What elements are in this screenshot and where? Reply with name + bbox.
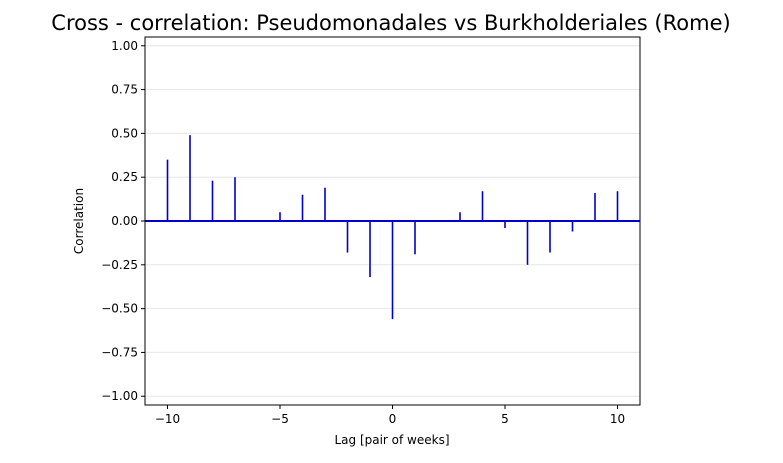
y-axis-label: Correlation	[72, 188, 86, 254]
chart-title: Cross - correlation: Pseudomonadales vs …	[51, 11, 730, 35]
y-tick-label: −0.25	[101, 258, 138, 272]
x-tick-label: −5	[271, 412, 289, 426]
x-axis-label: Lag [pair of weeks]	[334, 433, 449, 447]
y-tick-label: −0.75	[101, 345, 138, 359]
y-tick-label: −1.00	[101, 389, 138, 403]
x-axis: −10 −5 0 5 10	[155, 405, 625, 426]
y-tick-label: 0.25	[111, 170, 138, 184]
y-axis: −1.00 −0.75 −0.50 −0.25 0.00 0.25 0.50 0.75 1.00	[101, 39, 145, 403]
stems	[166, 135, 619, 320]
y-tick-label: −0.50	[101, 302, 138, 316]
x-tick-label: 0	[389, 412, 397, 426]
y-tick-label: 0.75	[111, 83, 138, 97]
y-tick-label: 0.50	[111, 126, 138, 140]
x-tick-label: 10	[610, 412, 625, 426]
y-tick-label: 0.00	[111, 214, 138, 228]
x-tick-label: −10	[155, 412, 180, 426]
y-tick-label: 1.00	[111, 39, 138, 53]
x-tick-label: 5	[501, 412, 509, 426]
